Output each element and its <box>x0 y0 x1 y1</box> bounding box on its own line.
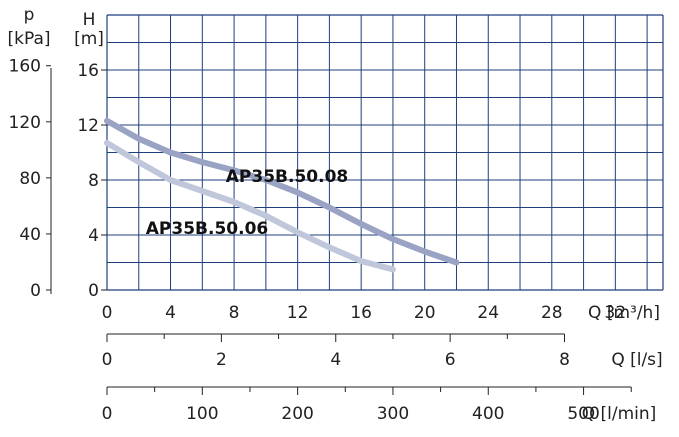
y-tick-label-h: 12 <box>77 116 99 136</box>
series-label-ap35b-50-08: AP35B.50.08 <box>226 167 348 187</box>
y-tick-label-kpa: 160 <box>9 57 41 77</box>
y-tick-label-kpa: 0 <box>30 281 41 301</box>
ls-tick-label: 8 <box>559 350 570 370</box>
y-axis-h-unit: [m] <box>74 29 104 49</box>
x-tick-label: 20 <box>414 303 436 323</box>
y-axis-h-label: H <box>83 10 96 30</box>
ls-tick-label: 0 <box>102 350 113 370</box>
y-tick-label-h: 4 <box>88 226 99 246</box>
x-axis-label-m3h: Q [m³/h] <box>588 303 660 323</box>
y-tick-label-h: 8 <box>88 171 99 191</box>
y-tick-label-h: 0 <box>88 281 99 301</box>
y-tick-label-h: 16 <box>77 61 99 81</box>
series-label-ap35b-50-06: AP35B.50.06 <box>146 219 268 239</box>
y-tick-label-kpa: 40 <box>19 225 41 245</box>
x-tick-label: 4 <box>165 303 176 323</box>
lmin-tick-label: 100 <box>186 404 218 424</box>
ls-tick-label: 6 <box>445 350 456 370</box>
ls-tick-label: 2 <box>216 350 227 370</box>
x-tick-label: 0 <box>102 303 113 323</box>
x-tick-label: 12 <box>287 303 309 323</box>
ls-tick-label: 4 <box>330 350 341 370</box>
y-tick-label-kpa: 120 <box>9 113 41 133</box>
x-tick-label: 32 <box>605 303 627 323</box>
series-line-ap35b-50-06 <box>104 139 396 273</box>
x-axis-label-ls: Q [l/s] <box>611 350 662 370</box>
lmin-tick-label: 200 <box>281 404 313 424</box>
x-tick-label: 28 <box>541 303 563 323</box>
x-tick-label: 16 <box>350 303 372 323</box>
lmin-tick-label: 400 <box>472 404 504 424</box>
y-axis-p-label: p <box>24 5 35 25</box>
grid <box>106 14 664 291</box>
y-axis-p-unit: [kPa] <box>7 29 50 49</box>
curves <box>104 117 460 273</box>
x-tick-label: 24 <box>477 303 499 323</box>
lmin-tick-label: 500 <box>567 404 599 424</box>
x-axis-label-lmin: Q [l/min] <box>582 404 657 424</box>
lmin-tick-label: 300 <box>377 404 409 424</box>
x-tick-label: 8 <box>229 303 240 323</box>
series-line-ap35b-50-08 <box>104 117 460 266</box>
lmin-tick-label: 0 <box>102 404 113 424</box>
y-tick-label-kpa: 80 <box>19 169 41 189</box>
